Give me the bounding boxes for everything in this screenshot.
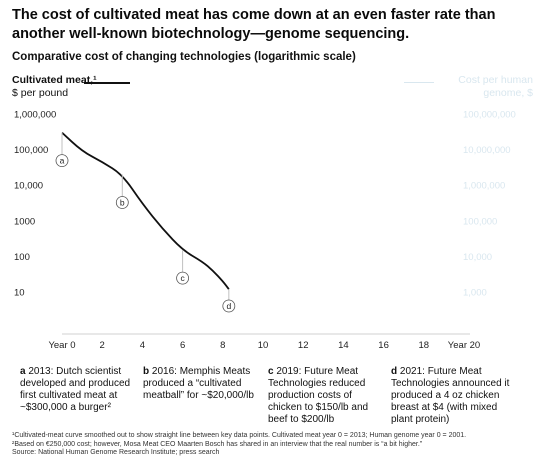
y-tick-label: 10,000 <box>14 181 43 192</box>
annotation-b: b 2016: Memphis Meats produced a “cultiv… <box>143 366 261 402</box>
x-tick-label: 12 <box>298 340 309 351</box>
footnote-2: ²Based on €250,000 cost; however, Mosa M… <box>12 440 423 448</box>
annotation-text: 2013: Dutch scientist developed and prod… <box>20 366 131 413</box>
x-tick-label: 4 <box>140 340 145 351</box>
y-tick-label-right: 100,000,000 <box>463 110 516 121</box>
annotation-letter: d <box>391 366 398 377</box>
marker-label: a <box>60 156 65 166</box>
series-line-cultivated-meat <box>61 131 230 290</box>
annotation-letter: a <box>20 366 26 377</box>
chart-subtitle: Comparative cost of changing technologie… <box>12 51 356 63</box>
annotation-letter: b <box>143 366 150 377</box>
annotation-text: 2021: Future Meat Technologies announced… <box>391 366 510 425</box>
marker-circle <box>55 154 69 168</box>
y-tick-label: 100,000 <box>14 145 48 156</box>
legend-line-swatch <box>84 82 130 84</box>
annotation-text: 2019: Future Meat Technologies reduced p… <box>268 366 369 425</box>
y-tick-label: 1000 <box>14 216 35 227</box>
annotation-letter: c <box>268 366 274 377</box>
x-tick-label: 14 <box>338 340 349 351</box>
annotation-c: c 2019: Future Meat Technologies reduced… <box>268 366 386 426</box>
x-tick-label: 16 <box>378 340 389 351</box>
y-tick-label: 10 <box>14 288 25 299</box>
x-tick-label: Year 0 <box>48 340 75 351</box>
y-tick-label-right: 10,000 <box>463 252 492 263</box>
marker-label: b <box>120 197 125 207</box>
y-tick-label: 1,000,000 <box>14 110 56 121</box>
legend-right-line2: genome, $ <box>483 87 533 99</box>
legend-right: Cost per human genome, $ <box>433 74 533 100</box>
legend-right-line-swatch <box>404 82 434 83</box>
marker-circle <box>222 299 236 313</box>
legend-series-name: Cultivated meat,¹ <box>12 74 97 86</box>
x-tick-label: 6 <box>180 340 185 351</box>
legend-left: Cultivated meat,¹ $ per pound <box>12 74 97 100</box>
y-tick-label-right: 10,000,000 <box>463 145 511 156</box>
x-tick-label: 8 <box>220 340 225 351</box>
footnote-source: Source: National Human Genome Research I… <box>12 449 220 456</box>
footnote-1: ¹Cultivated-meat curve smoothed out to s… <box>12 432 467 439</box>
chart-title: The cost of cultivated meat has come dow… <box>12 7 496 42</box>
y-tick-label-right: 100,000 <box>463 216 497 227</box>
y-tick-label-right: 1,000 <box>463 288 487 299</box>
x-tick-label: 10 <box>258 340 269 351</box>
x-tick-label: 2 <box>100 340 105 351</box>
y-tick-label-right: 1,000,000 <box>463 181 505 192</box>
y-tick-label: 100 <box>14 252 30 263</box>
marker-label: c <box>180 273 185 283</box>
legend-right-line1: Cost per human <box>458 74 533 86</box>
footnotes: ¹Cultivated-meat curve smoothed out to s… <box>12 432 542 458</box>
annotation-d: d 2021: Future Meat Technologies announc… <box>391 366 521 426</box>
legend-unit: $ per pound <box>12 87 69 99</box>
annotation-text: 2016: Memphis Meats produced a “cultivat… <box>143 366 254 401</box>
annotation-a: a 2013: Dutch scientist developed and pr… <box>20 366 138 414</box>
marker-circle <box>176 271 190 285</box>
x-tick-label: 18 <box>419 340 430 351</box>
x-tick-label: Year 20 <box>448 340 480 351</box>
marker-label: d <box>226 301 231 311</box>
marker-circle <box>115 196 129 209</box>
